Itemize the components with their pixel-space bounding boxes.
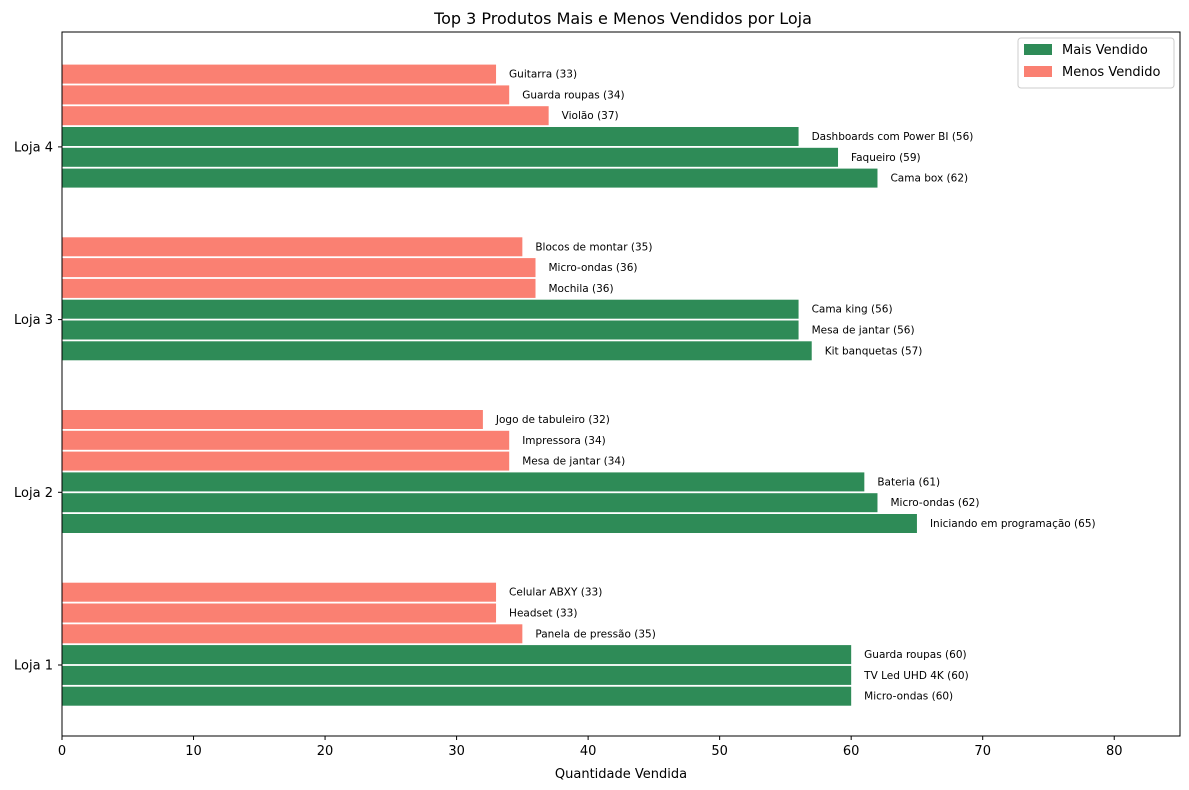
bar-mais-vendido	[62, 168, 878, 188]
bar-menos-vendido	[62, 64, 497, 84]
bar-data-label: Micro-ondas (62)	[890, 497, 979, 509]
bar-data-label: Iniciando em programação (65)	[930, 518, 1096, 530]
bar-data-label: Faqueiro (59)	[851, 152, 921, 164]
bar-mais-vendido	[62, 341, 812, 361]
bar-menos-vendido	[62, 410, 483, 429]
bar-data-label: Jogo de tabuleiro (32)	[495, 414, 610, 426]
legend: Mais Vendido Menos Vendido	[1017, 37, 1175, 89]
bar-mais-vendido	[62, 493, 878, 513]
bar-data-label: Headset (33)	[509, 608, 577, 620]
legend-label-mais-vendido: Mais Vendido	[1062, 43, 1148, 58]
bar-mais-vendido	[62, 686, 852, 706]
bar-data-label: Guarda roupas (34)	[522, 89, 624, 101]
x-tick-label: 40	[580, 744, 597, 759]
x-tick-label: 30	[448, 744, 465, 759]
legend-swatch-menos-vendido	[1024, 66, 1052, 77]
bar-mais-vendido	[62, 299, 799, 319]
plot-area: Micro-ondas (60) TV Led UHD 4K (60) Guarda…	[62, 64, 1096, 706]
bar-data-label: Cama king (56)	[812, 304, 893, 316]
x-tick-label: 0	[58, 744, 66, 759]
bar-data-label: Cama box (62)	[890, 173, 968, 185]
bar-data-label: Bateria (61)	[877, 476, 940, 488]
legend-swatch-mais-vendido	[1024, 44, 1052, 55]
bar-mais-vendido	[62, 514, 917, 533]
bar-mais-vendido	[62, 472, 865, 492]
bar-mais-vendido	[62, 645, 852, 665]
x-tick-label: 80	[1106, 744, 1123, 759]
x-axis-label: Quantidade Vendida	[555, 767, 687, 782]
y-axis: Loja 1 Loja 2 Loja 3 Loja 4	[14, 140, 62, 674]
bar-data-label: Panela de pressão (35)	[535, 628, 655, 640]
y-tick-label: Loja 3	[14, 313, 53, 328]
bar-data-label: Micro-ondas (36)	[549, 262, 638, 274]
bar-data-label: TV Led UHD 4K (60)	[863, 670, 969, 682]
bar-menos-vendido	[62, 430, 510, 450]
y-tick-label: Loja 1	[14, 659, 53, 674]
axes-frame	[61, 31, 1181, 737]
legend-box	[1017, 37, 1175, 89]
legend-label-menos-vendido: Menos Vendido	[1062, 65, 1161, 80]
chart-title: Top 3 Produtos Mais e Menos Vendidos por…	[433, 9, 812, 28]
bar-data-label: Mesa de jantar (56)	[812, 325, 915, 337]
bar-menos-vendido	[62, 278, 536, 298]
x-tick-label: 50	[711, 744, 728, 759]
bar-menos-vendido	[62, 258, 536, 278]
bar-data-label: Dashboards com Power BI (56)	[812, 131, 974, 143]
bar-menos-vendido	[62, 603, 497, 623]
bar-menos-vendido	[62, 85, 510, 105]
bar-mais-vendido	[62, 127, 799, 146]
x-tick-label: 60	[843, 744, 860, 759]
bar-data-label: Mesa de jantar (34)	[522, 456, 625, 468]
bar-data-label: Mochila (36)	[549, 283, 614, 295]
bar-mais-vendido	[62, 320, 799, 340]
x-tick-label: 70	[974, 744, 991, 759]
bar-menos-vendido	[62, 451, 510, 471]
bar-data-label: Guitarra (33)	[509, 69, 577, 81]
bar-mais-vendido	[62, 147, 839, 167]
y-tick-label: Loja 4	[14, 140, 53, 155]
bar-data-label: Impressora (34)	[522, 435, 606, 447]
bar-menos-vendido	[62, 106, 549, 126]
x-tick-label: 20	[317, 744, 334, 759]
x-tick-label: 10	[185, 744, 202, 759]
bar-mais-vendido	[62, 665, 852, 685]
bar-menos-vendido	[62, 582, 497, 602]
y-tick-label: Loja 2	[14, 486, 53, 501]
bar-data-label: Kit banquetas (57)	[825, 345, 923, 357]
bar-menos-vendido	[62, 237, 523, 257]
bar-data-label: Celular ABXY (33)	[509, 587, 602, 599]
bar-data-label: Violão (37)	[562, 110, 619, 122]
x-axis: 0 10 20 30 40 50 60 70 80	[58, 736, 1123, 759]
bar-data-label: Guarda roupas (60)	[864, 649, 966, 661]
bar-menos-vendido	[62, 624, 523, 644]
bar-data-label: Micro-ondas (60)	[864, 691, 953, 703]
bar-data-label: Blocos de montar (35)	[535, 241, 652, 253]
